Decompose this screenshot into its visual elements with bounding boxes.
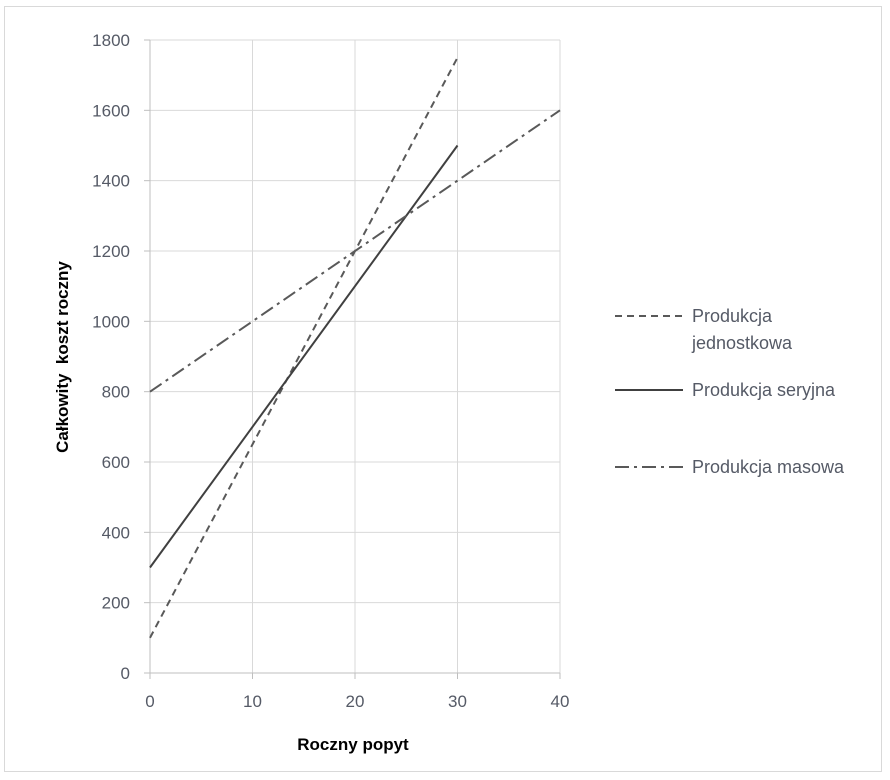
series-line-3: [149, 109, 561, 393]
y-axis-title: Całkowity koszt roczny: [53, 261, 72, 453]
x-tick-label: 0: [145, 692, 154, 711]
series-lines: [149, 57, 561, 639]
y-tick-label: 200: [102, 594, 130, 613]
y-tick-label: 1400: [92, 172, 130, 191]
x-tick-label: 20: [346, 692, 365, 711]
legend-label-3: Produkcja masowa: [692, 457, 845, 477]
x-tick-label: 40: [551, 692, 570, 711]
grid: [150, 39, 561, 673]
y-tick-label: 1800: [92, 31, 130, 50]
series-line-2: [149, 144, 459, 569]
x-tick-label: 30: [448, 692, 467, 711]
y-tick-label: 400: [102, 523, 130, 542]
axes: [144, 39, 561, 679]
y-tick-label: 0: [121, 664, 130, 683]
legend: Produkcja jednostkowa Produkcja seryjna Pro…: [615, 306, 845, 477]
tick-labels: 0 200 400 600 800 1000 1200 1400 1600 1800 0 10 20 30…: [92, 31, 569, 711]
x-axis-title: Roczny popyt: [297, 735, 409, 754]
y-tick-label: 1200: [92, 242, 130, 261]
legend-label-2: Produkcja seryjna: [692, 380, 836, 400]
y-tick-label: 600: [102, 453, 130, 472]
x-tick-label: 10: [243, 692, 262, 711]
legend-label-1: Produkcja jednostkowa: [691, 306, 793, 353]
y-tick-label: 1600: [92, 101, 130, 120]
y-tick-label: 1000: [92, 312, 130, 331]
y-tick-label: 800: [102, 383, 130, 402]
series-line-1: [149, 57, 459, 639]
